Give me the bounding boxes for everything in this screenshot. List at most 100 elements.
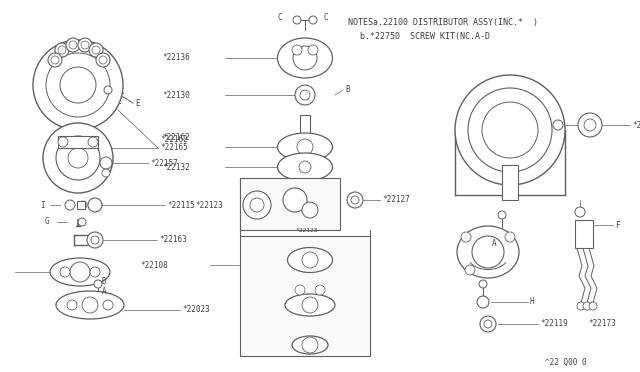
Circle shape: [89, 43, 103, 57]
Text: *22130: *22130: [162, 90, 189, 99]
Circle shape: [484, 320, 492, 328]
Circle shape: [99, 56, 107, 64]
Bar: [575, 220, 593, 248]
Circle shape: [578, 113, 602, 137]
Circle shape: [461, 232, 471, 242]
Circle shape: [74, 133, 82, 141]
Text: E: E: [135, 99, 140, 108]
Text: A: A: [492, 238, 497, 247]
Circle shape: [70, 262, 90, 282]
Circle shape: [103, 300, 113, 310]
Ellipse shape: [457, 226, 519, 278]
Circle shape: [94, 280, 102, 288]
Text: H: H: [530, 298, 534, 307]
Text: *22023: *22023: [182, 305, 210, 314]
Circle shape: [308, 45, 318, 55]
Circle shape: [553, 120, 563, 130]
Text: *22119: *22119: [540, 320, 568, 328]
Circle shape: [295, 285, 305, 295]
Circle shape: [46, 53, 110, 117]
Circle shape: [479, 280, 487, 288]
Ellipse shape: [278, 153, 333, 181]
Circle shape: [302, 297, 318, 313]
Circle shape: [65, 200, 75, 210]
Circle shape: [299, 161, 311, 173]
Circle shape: [295, 85, 315, 105]
Circle shape: [250, 198, 264, 212]
Circle shape: [91, 236, 99, 244]
Text: *22108: *22108: [140, 260, 168, 269]
Text: *22301: *22301: [632, 121, 640, 129]
Circle shape: [60, 267, 70, 277]
Circle shape: [477, 296, 489, 308]
Text: I: I: [40, 201, 45, 209]
Circle shape: [55, 43, 69, 57]
Circle shape: [577, 302, 585, 310]
Circle shape: [56, 136, 100, 180]
Bar: [300, 115, 310, 140]
Circle shape: [583, 302, 591, 310]
Circle shape: [468, 88, 552, 172]
Circle shape: [48, 53, 62, 67]
Text: B: B: [345, 86, 349, 94]
Ellipse shape: [285, 294, 335, 316]
Circle shape: [67, 300, 77, 310]
Circle shape: [302, 252, 318, 268]
Bar: [240, 236, 370, 356]
Circle shape: [51, 56, 59, 64]
Text: *22123: *22123: [295, 228, 317, 232]
Text: b.*22750  SCREW KIT(NC.A-D: b.*22750 SCREW KIT(NC.A-D: [360, 32, 490, 41]
Circle shape: [283, 188, 307, 212]
Circle shape: [472, 236, 504, 268]
Circle shape: [90, 267, 100, 277]
Circle shape: [315, 285, 325, 295]
Text: *22157: *22157: [150, 158, 178, 167]
Circle shape: [292, 45, 302, 55]
Text: *22162: *22162: [160, 135, 188, 144]
Circle shape: [480, 316, 496, 332]
Circle shape: [297, 139, 313, 155]
Text: *22162: *22162: [162, 132, 189, 141]
Ellipse shape: [278, 38, 333, 78]
Circle shape: [293, 46, 317, 70]
Circle shape: [302, 202, 318, 218]
Circle shape: [81, 41, 89, 49]
Bar: [77, 201, 85, 209]
Text: *22123: *22123: [195, 201, 223, 209]
Circle shape: [88, 137, 98, 147]
Text: NOTESa.22100 DISTRIBUTOR ASSY(INC.*  ): NOTESa.22100 DISTRIBUTOR ASSY(INC.* ): [348, 17, 538, 26]
Circle shape: [33, 40, 123, 130]
Circle shape: [69, 41, 77, 49]
Circle shape: [465, 265, 475, 275]
Bar: [240, 178, 340, 230]
Circle shape: [60, 67, 96, 103]
Circle shape: [68, 148, 88, 168]
Circle shape: [498, 211, 506, 219]
Circle shape: [102, 169, 110, 177]
Text: C: C: [277, 13, 282, 22]
Circle shape: [505, 232, 515, 242]
Circle shape: [584, 119, 596, 131]
Ellipse shape: [56, 291, 124, 319]
Text: A: A: [102, 288, 107, 296]
Circle shape: [300, 90, 310, 100]
Circle shape: [92, 46, 100, 54]
Circle shape: [79, 201, 87, 209]
Circle shape: [96, 53, 110, 67]
Circle shape: [589, 302, 597, 310]
Ellipse shape: [287, 247, 333, 273]
Circle shape: [58, 137, 68, 147]
Text: C: C: [323, 13, 328, 22]
Circle shape: [575, 207, 585, 217]
Circle shape: [43, 123, 113, 193]
Circle shape: [87, 232, 103, 248]
Text: G: G: [45, 218, 50, 227]
Circle shape: [243, 191, 271, 219]
Circle shape: [78, 218, 86, 226]
Circle shape: [78, 38, 92, 52]
Text: *22132: *22132: [162, 163, 189, 171]
Circle shape: [302, 337, 318, 353]
Text: *22165: *22165: [160, 144, 188, 153]
Text: F: F: [615, 221, 620, 230]
Circle shape: [88, 198, 102, 212]
